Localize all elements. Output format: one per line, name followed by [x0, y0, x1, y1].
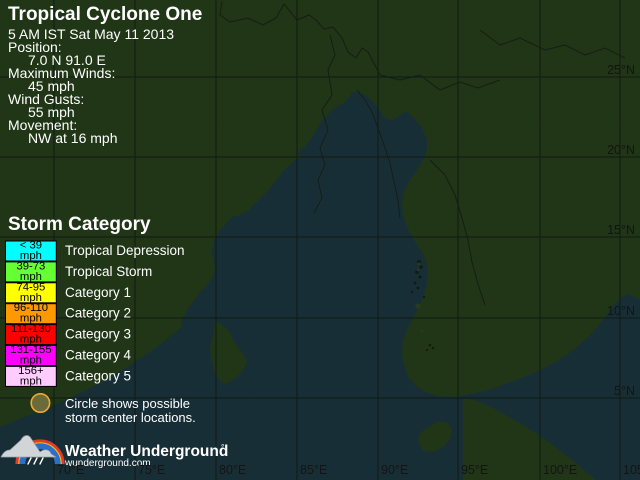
svg-text:10°N: 10°N [607, 304, 635, 318]
svg-text:storm center locations.: storm center locations. [65, 410, 196, 425]
svg-text:Tropical Storm: Tropical Storm [65, 264, 152, 279]
svg-text:25°N: 25°N [607, 63, 635, 77]
svg-text:NW at 16 mph: NW at 16 mph [28, 130, 117, 146]
svg-text:75°E: 75°E [138, 463, 165, 477]
svg-text:Category 3: Category 3 [65, 327, 131, 342]
svg-text:95°E: 95°E [461, 463, 488, 477]
svg-text:80°E: 80°E [219, 463, 246, 477]
svg-text:mph: mph [20, 375, 42, 387]
svg-text:Circle shows possible: Circle shows possible [65, 396, 190, 411]
svg-text:90°E: 90°E [381, 463, 408, 477]
svg-text:85°E: 85°E [300, 463, 327, 477]
svg-text:70°E: 70°E [57, 463, 84, 477]
svg-text:Category 5: Category 5 [65, 368, 131, 383]
svg-text:100°E: 100°E [543, 463, 577, 477]
svg-text:105°E: 105°E [623, 463, 640, 477]
svg-text:Category 4: Category 4 [65, 348, 132, 363]
svg-text:Tropical Cyclone One: Tropical Cyclone One [8, 4, 202, 25]
svg-text:Tropical Depression: Tropical Depression [65, 243, 185, 258]
svg-text:Category 2: Category 2 [65, 306, 131, 321]
svg-text:Storm Category: Storm Category [8, 214, 151, 235]
svg-text:20°N: 20°N [607, 143, 635, 157]
svg-text:°: ° [221, 442, 224, 452]
svg-text:Category 1: Category 1 [65, 285, 131, 300]
svg-text:15°N: 15°N [607, 223, 635, 237]
svg-text:5°N: 5°N [614, 384, 635, 398]
